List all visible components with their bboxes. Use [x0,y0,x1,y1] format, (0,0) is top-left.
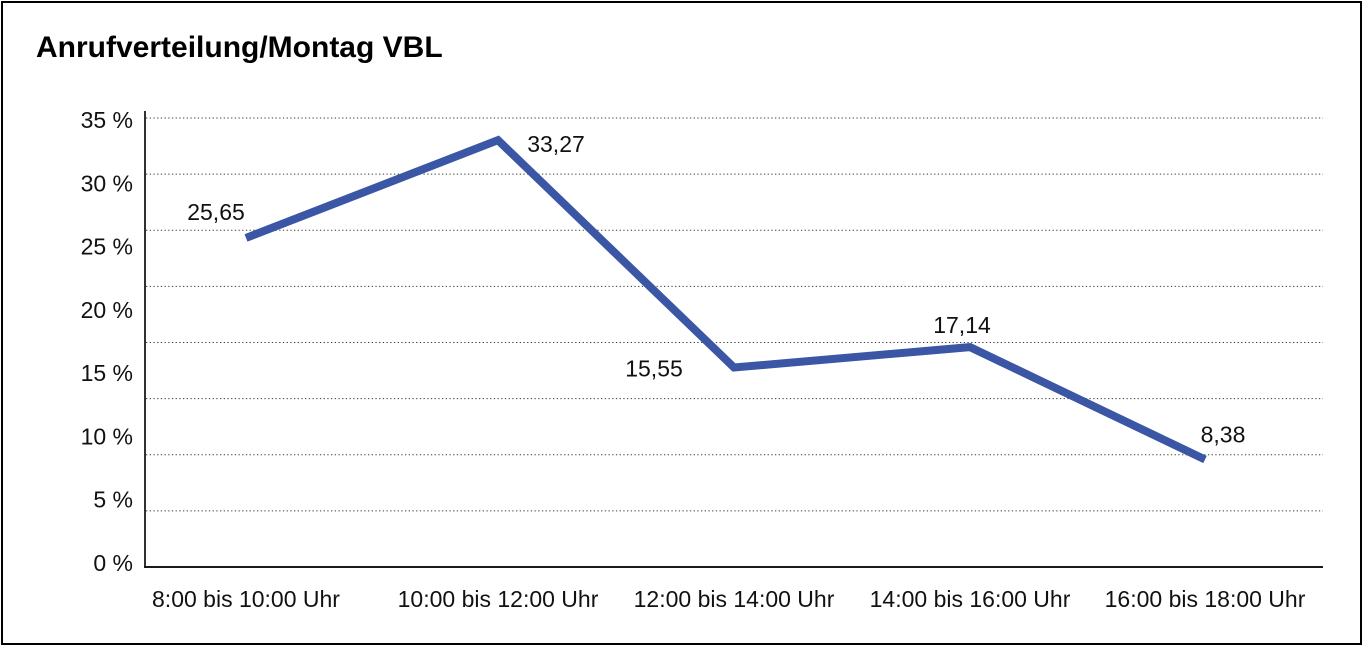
data-value-label: 15,55 [625,356,683,382]
data-value-label: 17,14 [933,312,991,338]
data-value-label: 8,38 [1201,421,1246,447]
y-tick-label: 30 % [81,170,133,196]
data-polyline [244,135,1207,464]
x-category-label: 10:00 bis 12:00 Uhr [398,586,599,612]
y-tick-label: 25 % [81,234,133,260]
y-tick-label: 20 % [81,297,133,323]
data-value-label: 33,27 [527,131,585,157]
y-tick-label: 35 % [81,107,133,133]
y-tick-label: 15 % [81,360,133,386]
x-category-label: 14:00 bis 16:00 Uhr [870,586,1071,612]
y-tick-label: 0 % [93,550,133,576]
chart-title: Anrufverteilung/Montag VBL [36,31,443,64]
y-tick-label: 5 % [93,487,133,513]
x-category-label: 8:00 bis 10:00 Uhr [152,586,340,612]
y-tick-label: 10 % [81,423,133,449]
x-category-label: 16:00 bis 18:00 Uhr [1105,586,1306,612]
data-value-label: 25,65 [187,199,245,225]
x-category-label: 12:00 bis 14:00 Uhr [634,586,835,612]
